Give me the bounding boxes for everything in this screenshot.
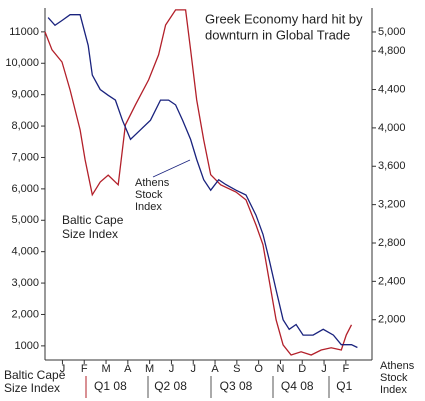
y-tick-label: 10,000 — [5, 57, 39, 69]
y-axis-label: Size Index — [4, 381, 60, 395]
y-tick-label: 2,000 — [11, 308, 39, 320]
y-tick-label: 1000 — [15, 340, 39, 352]
quarter-label: Q2 08 — [154, 379, 187, 393]
chart-title: downturn in Global Trade — [205, 27, 350, 42]
x-tick-label: S — [233, 363, 240, 375]
y-tick-label: 11000 — [9, 26, 39, 38]
x-tick-label: O — [254, 363, 263, 375]
y2-axis-label: Stock — [380, 372, 408, 384]
annotation: Size Index — [62, 227, 118, 241]
y2-tick-label: 4,000 — [378, 122, 406, 134]
x-tick-label: M — [145, 363, 154, 375]
y-tick-label: 8,000 — [11, 120, 39, 132]
x-tick-label: J — [60, 363, 66, 375]
y-tick-label: 7,000 — [11, 151, 39, 163]
x-tick-label: D — [298, 363, 306, 375]
y-axis-label: Baltic Cape — [4, 368, 66, 382]
x-tick-label: F — [81, 363, 88, 375]
quarter-label: Q4 08 — [281, 379, 314, 393]
y-tick-label: 5,000 — [11, 214, 39, 226]
annotation: Baltic Cape — [62, 213, 124, 227]
x-tick-label: J — [321, 363, 327, 375]
y2-axis-label: Athens — [380, 360, 415, 372]
y2-tick-label: 5,000 — [378, 26, 406, 38]
y2-tick-label: 4,400 — [378, 83, 406, 95]
series-line — [47, 14, 358, 349]
annotation: Index — [135, 201, 162, 213]
x-tick-label: N — [276, 363, 284, 375]
chart-title: Greek Economy hard hit by — [205, 11, 363, 26]
x-tick-label: F — [342, 363, 349, 375]
quarter-label: Q1 08 — [94, 379, 127, 393]
y-tick-label: 4,000 — [11, 246, 39, 258]
y-tick-label: 9,000 — [11, 89, 39, 101]
x-tick-label: A — [211, 363, 219, 375]
y2-tick-label: 3,200 — [378, 199, 406, 211]
y2-tick-label: 4,800 — [378, 45, 406, 57]
annotation: Stock — [135, 189, 163, 201]
y2-axis-label: Index — [380, 384, 407, 396]
y-tick-label: 6,000 — [11, 183, 39, 195]
quarter-label: Q3 08 — [220, 379, 253, 393]
quarter-label: Q1 — [336, 379, 352, 393]
series-line — [44, 9, 353, 356]
x-tick-label: M — [101, 363, 110, 375]
annotation: Athens — [135, 177, 170, 189]
y2-tick-label: 2,400 — [378, 275, 406, 287]
x-tick-label: J — [190, 363, 196, 375]
annotation-arrow — [152, 159, 191, 178]
y2-tick-label: 2,800 — [378, 237, 406, 249]
y-tick-label: 3,000 — [11, 277, 39, 289]
x-tick-label: J — [169, 363, 175, 375]
x-tick-label: A — [124, 363, 132, 375]
y2-tick-label: 2,000 — [378, 314, 406, 326]
y2-tick-label: 3,600 — [378, 160, 406, 172]
